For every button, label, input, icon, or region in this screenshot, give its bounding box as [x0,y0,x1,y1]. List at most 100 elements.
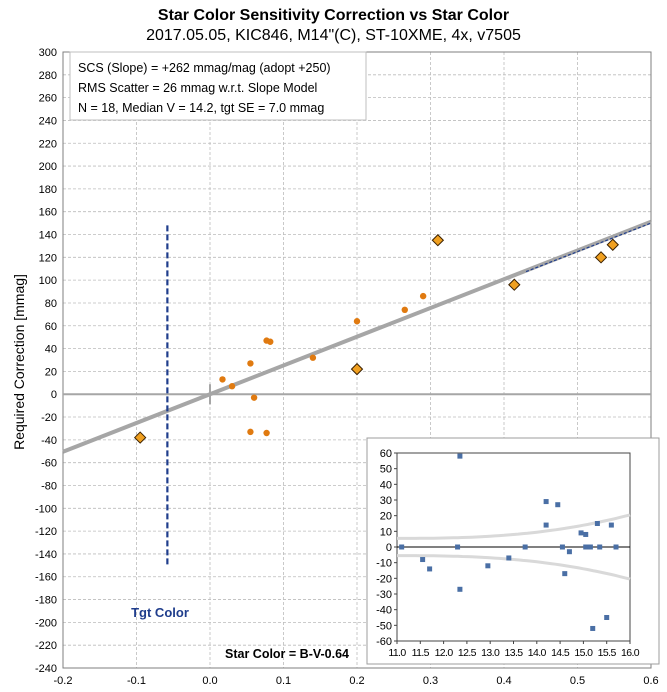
inset-y-tick-label: 20 [380,511,392,523]
inset-y-tick-label: 0 [386,542,392,554]
y-tick-label: 160 [39,207,57,219]
chart-subtitle: 2017.05.05, KIC846, M14"(C), ST-10XME, 4… [146,27,521,44]
inset-x-tick-label: 11.5 [412,647,430,659]
inset-data-point [555,502,561,508]
inset-x-tick-label: 13.0 [481,647,500,659]
inset-data-point [457,453,463,459]
inset-data-point [543,522,549,528]
y-tick-label: 200 [39,161,57,173]
data-point-diamond [350,362,364,376]
inset-data-point [543,499,549,505]
y-tick-label: -180 [35,595,57,607]
y-tick-label: 40 [45,344,57,356]
inset-y-tick-label: 30 [380,495,392,507]
inset-data-point [613,544,619,550]
inset-data-point [594,521,600,526]
y-tick-label: -20 [41,412,57,424]
y-tick-label: 220 [39,138,57,150]
data-point-circle [419,292,427,300]
fit-line [62,219,652,454]
inset-x-tick-label: 12.5 [458,647,477,659]
inset-x-tick-label: 14.5 [551,647,570,659]
y-tick-label: -120 [35,526,57,538]
x-tick-label: 0.2 [349,675,364,687]
x-tick-label: -0.1 [127,675,146,687]
inset-y-tick-label: 50 [380,464,392,476]
annotation-box: SCS (Slope) = +262 mmag/mag (adopt +250)… [69,51,367,121]
x-tick-label: 0.3 [423,675,438,687]
main-points [133,234,619,444]
y-tick-label: -240 [35,663,57,675]
y-tick-label: 140 [39,230,57,242]
inset-curves [397,513,631,581]
x-tick-label: 0.5 [570,675,585,687]
inset-data-point [427,566,433,572]
main-axes: -240-220-200-180-160-140-120-100-80-60-4… [35,47,659,687]
data-point-circle [353,318,361,325]
y-tick-label: -200 [35,617,57,629]
annotation-line-2: RMS Scatter = 26 mmag w.r.t. Slope Model [78,81,317,95]
y-tick-label: 80 [45,298,57,310]
y-tick-label: 100 [39,275,57,287]
y-tick-label: 280 [39,70,57,82]
data-point-circle [263,429,270,437]
inset-data-point [604,615,610,620]
inset-envelope-lower [397,554,631,581]
data-point-circle [247,360,254,367]
inset-data-point [608,522,614,528]
inset-axes: -60 -50 -40 -30 -20 -10 0 10 20 30 40 50 60 11.0 11.5 1… [376,448,640,659]
inset-data-point [457,586,463,592]
inset-y-tick-label: -50 [376,620,392,632]
y-tick-label: 240 [39,115,57,127]
data-point-circle [247,428,254,436]
x-tick-label: 0.1 [276,675,291,687]
y-tick-label: -40 [41,435,57,447]
x-tick-label: -0.2 [54,675,73,687]
inset-data-point [583,544,589,550]
inset-x-tick-label: 15.5 [598,647,617,659]
chart-title: Star Color Sensitivity Correction vs Sta… [157,7,510,24]
inset-data-point [587,544,593,550]
inset-data-point [583,531,589,537]
y-axis-label: Required Correction [mmag] [11,274,27,450]
inset-data-point [590,625,596,631]
y-tick-label: -100 [35,503,57,515]
inset-points [399,453,619,631]
data-point-circle [267,338,274,345]
inset-y-tick-label: -40 [376,605,392,617]
inset-y-tick-label: 40 [380,479,392,491]
inset-data-point [566,549,572,555]
inset-y-tick-label: -30 [376,589,392,601]
inset-data-point [597,544,603,550]
inset-y-tick-label: -60 [376,636,392,648]
data-point-diamond [133,431,147,444]
inset-y-tick-label: 10 [380,526,392,538]
data-point-diamond [508,278,521,291]
y-tick-label: 0 [51,389,57,401]
y-tick-label: 120 [39,252,57,264]
x-axis-label: Star Color = B-V-0.64 [225,647,349,661]
data-point-diamond [594,251,608,264]
inset-data-point [578,530,584,536]
inset-data-point [420,557,426,563]
inset-data-point [485,563,491,569]
data-point-diamond [606,238,619,251]
x-tick-label: 0.4 [496,675,511,687]
data-point-circle [309,354,317,361]
y-tick-label: 60 [45,321,57,333]
inset-data-point [455,544,461,550]
main-lines [62,219,652,566]
y-tick-label: 300 [39,47,57,59]
y-tick-label: -140 [35,549,57,561]
inset-data-point [399,544,405,550]
inset-x-tick-label: 11.0 [388,647,406,659]
y-tick-label: -60 [41,458,57,470]
inset-y-tick-label: -20 [376,573,392,585]
adopted-slope-line [525,222,652,273]
inset-x-tick-label: 14.0 [528,647,547,659]
target-color-label: Tgt Color [131,605,189,620]
y-tick-label: 180 [39,184,57,196]
inset-y-tick-label: -10 [376,558,392,570]
inset-data-point [559,544,565,550]
